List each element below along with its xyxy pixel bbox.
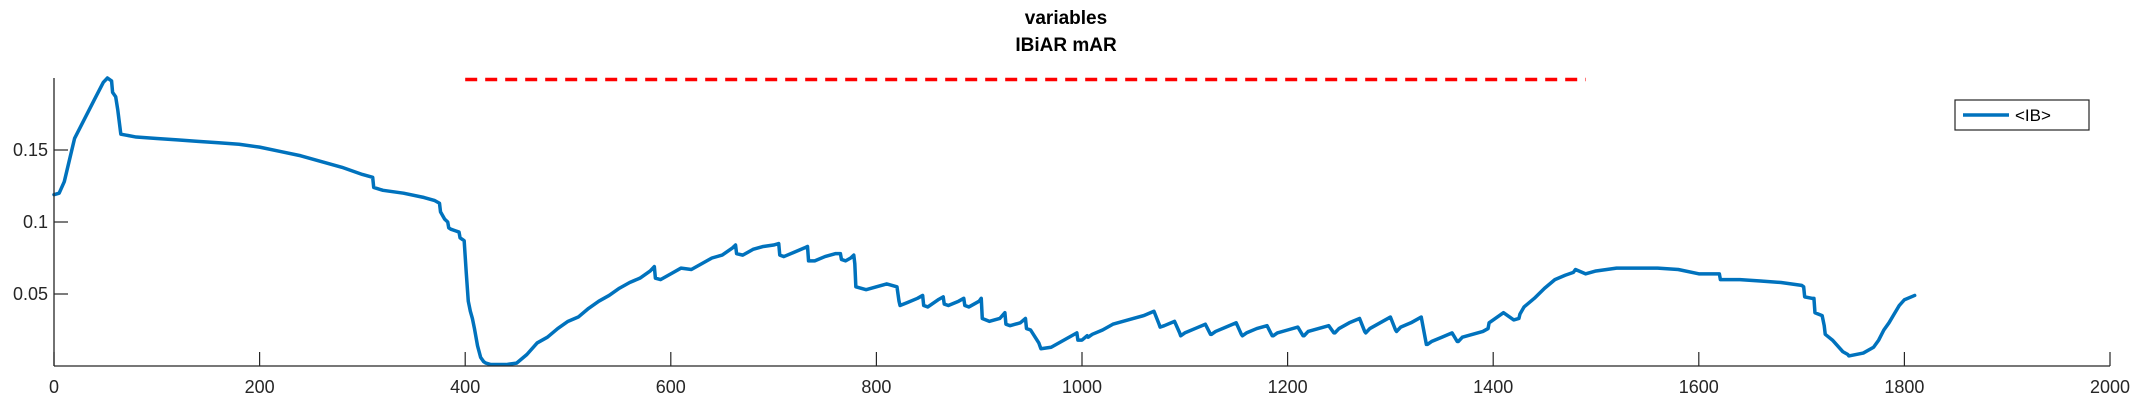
x-tick-label-1800: 1800 [1884,377,1924,397]
y-tick-label-0.1: 0.1 [23,212,48,232]
chart-title-line-1: variables [1025,8,1107,29]
x-tick-label-1200: 1200 [1268,377,1308,397]
chart-title: variables IBiAR mAR [1015,8,1117,56]
x-tick-label-800: 800 [861,377,891,397]
x-tick-label-2000: 2000 [2090,377,2130,397]
x-tick-label-600: 600 [656,377,686,397]
y-tick-label-0.05: 0.05 [13,284,48,304]
x-tick-label-200: 200 [245,377,275,397]
plot-background [54,78,2110,366]
x-tick-label-1400: 1400 [1473,377,1513,397]
chart-title-line-2: IBiAR mAR [1015,35,1117,56]
legend-label-ib: <IB> [2015,106,2051,125]
x-tick-label-1600: 1600 [1679,377,1719,397]
x-tick-label-1000: 1000 [1062,377,1102,397]
x-tick-label-0: 0 [49,377,59,397]
x-tick-label-400: 400 [450,377,480,397]
y-tick-label-0.15: 0.15 [13,140,48,160]
plot-area [54,78,2110,366]
legend: <IB> [1955,100,2089,130]
